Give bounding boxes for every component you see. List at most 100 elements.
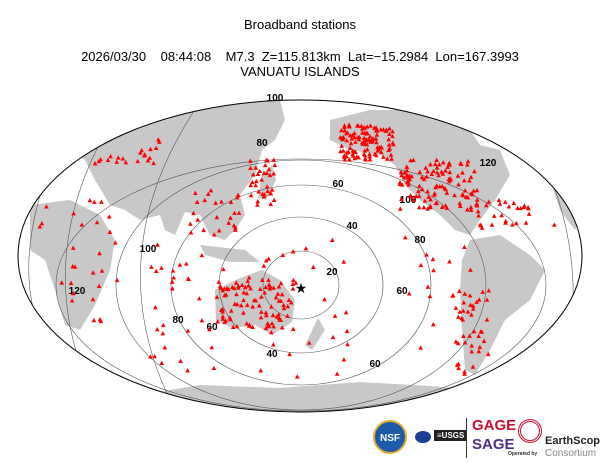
station-marker bbox=[230, 284, 235, 290]
station-marker bbox=[218, 283, 223, 289]
event-region: VANUATU ISLANDS bbox=[240, 64, 360, 79]
station-marker bbox=[428, 197, 433, 202]
station-marker bbox=[365, 147, 370, 152]
station-marker bbox=[432, 192, 437, 197]
station-marker bbox=[425, 169, 430, 174]
station-marker bbox=[275, 291, 281, 296]
station-marker bbox=[208, 188, 214, 193]
station-marker bbox=[362, 153, 368, 158]
station-marker bbox=[234, 291, 239, 297]
station-marker bbox=[461, 178, 467, 183]
station-marker bbox=[456, 182, 461, 187]
station-marker bbox=[269, 304, 274, 309]
station-marker bbox=[216, 279, 222, 284]
station-marker bbox=[160, 331, 166, 336]
station-marker bbox=[437, 162, 442, 167]
station-marker bbox=[417, 169, 423, 174]
station-marker bbox=[341, 148, 346, 153]
station-marker bbox=[404, 175, 410, 180]
station-marker bbox=[481, 338, 487, 343]
earthscope-globe-icon bbox=[518, 419, 542, 443]
station-marker bbox=[458, 161, 464, 166]
station-marker bbox=[453, 339, 459, 344]
station-marker bbox=[465, 158, 471, 164]
station-marker bbox=[255, 202, 260, 207]
station-marker bbox=[462, 371, 467, 376]
station-marker bbox=[148, 146, 153, 152]
station-marker bbox=[171, 275, 177, 280]
station-marker bbox=[452, 192, 457, 198]
station-marker bbox=[355, 123, 361, 128]
station-marker bbox=[191, 210, 196, 216]
station-marker bbox=[248, 286, 253, 291]
station-marker bbox=[232, 301, 238, 306]
station-marker bbox=[496, 197, 502, 203]
station-marker bbox=[332, 313, 338, 318]
station-marker bbox=[239, 282, 245, 288]
station-marker bbox=[374, 132, 380, 137]
station-marker bbox=[430, 322, 436, 327]
station-marker bbox=[151, 160, 156, 166]
nsf-logo: NSF bbox=[373, 420, 407, 454]
station-marker bbox=[419, 175, 425, 180]
station-marker bbox=[266, 256, 271, 261]
station-marker bbox=[411, 197, 416, 202]
station-marker bbox=[434, 165, 440, 170]
contour-label: 40 bbox=[346, 221, 358, 232]
station-marker bbox=[147, 155, 153, 160]
station-marker bbox=[433, 184, 438, 190]
land-south-america bbox=[460, 235, 545, 375]
station-marker bbox=[425, 206, 431, 211]
station-marker bbox=[263, 310, 269, 315]
station-marker bbox=[398, 169, 404, 175]
station-marker bbox=[303, 246, 309, 251]
station-marker bbox=[465, 195, 471, 200]
station-marker bbox=[183, 261, 189, 266]
station-marker bbox=[241, 297, 246, 302]
station-marker bbox=[499, 212, 504, 218]
station-marker bbox=[221, 266, 226, 272]
station-marker bbox=[123, 159, 129, 165]
station-marker bbox=[453, 305, 459, 310]
station-marker bbox=[469, 343, 474, 348]
station-marker bbox=[264, 184, 270, 189]
event-magnitude: M7.3 bbox=[225, 49, 255, 64]
station-marker bbox=[486, 288, 492, 293]
station-marker bbox=[354, 154, 360, 159]
station-marker bbox=[135, 158, 141, 164]
station-marker bbox=[445, 164, 450, 169]
station-marker bbox=[266, 166, 272, 172]
station-marker bbox=[448, 177, 453, 182]
station-marker bbox=[462, 244, 467, 249]
station-marker bbox=[271, 324, 277, 329]
station-marker bbox=[470, 306, 476, 311]
station-marker bbox=[443, 203, 448, 208]
land-australia bbox=[215, 270, 295, 335]
station-marker bbox=[330, 237, 335, 242]
station-marker bbox=[367, 134, 373, 139]
station-marker bbox=[108, 153, 113, 159]
station-marker bbox=[267, 172, 273, 178]
station-marker bbox=[402, 235, 408, 240]
station-marker bbox=[457, 309, 463, 314]
station-marker bbox=[416, 204, 422, 210]
station-marker bbox=[489, 222, 495, 227]
station-marker bbox=[367, 157, 373, 162]
station-marker bbox=[92, 161, 98, 166]
station-marker bbox=[364, 131, 369, 136]
station-marker bbox=[363, 157, 368, 162]
station-marker bbox=[271, 285, 276, 290]
station-marker bbox=[194, 199, 200, 204]
station-marker bbox=[90, 296, 96, 302]
station-marker bbox=[228, 199, 234, 204]
station-marker bbox=[238, 303, 244, 308]
station-marker bbox=[264, 312, 269, 318]
distance-contours bbox=[28, 101, 574, 412]
station-marker bbox=[259, 277, 265, 282]
station-marker bbox=[431, 267, 436, 273]
station-marker bbox=[287, 351, 292, 357]
station-marker bbox=[145, 158, 151, 163]
contour-label: 100 bbox=[400, 195, 417, 206]
station-marker bbox=[255, 199, 261, 204]
